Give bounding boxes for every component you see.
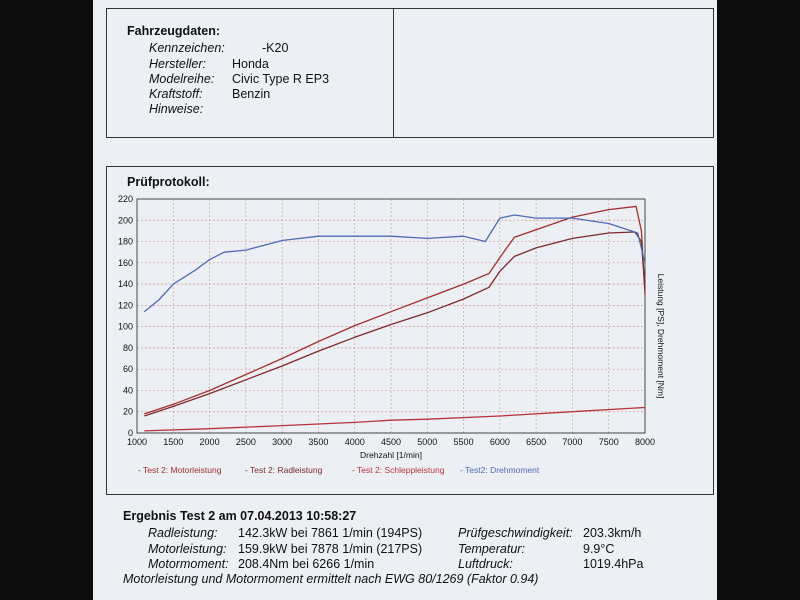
y-axis-label: Leistung [PS], Drehmoment [Nm] [656,274,666,399]
vehicle-data-box [106,8,714,138]
x-tick-label: 4500 [381,437,401,447]
x-tick-label: 2000 [200,437,220,447]
paper-sheet [93,0,717,600]
value-modelreihe: Civic Type R EP3 [232,72,330,86]
vehicle-box-divider [393,9,394,137]
x-tick-label: 2500 [236,437,256,447]
label-kennzeichen: Kennzeichen: [149,41,225,55]
series-line-3 [143,214,646,313]
x-tick-label: 1000 [127,437,147,447]
y-tick-label: 100 [118,322,133,332]
result-luftdruck-value: 1019.4hPa [583,557,644,571]
result-motormoment-value: 208.4Nm bei 6266 1/min [238,557,375,571]
series-line-2 [144,406,646,432]
label-hersteller: Hersteller: [149,57,206,71]
y-tick-label: 140 [118,279,133,289]
value-kennzeichen: -K20 [262,41,289,55]
result-temperatur-label: Temperatur: [458,542,525,556]
test-protocol-title: Prüfprotokoll: [127,175,210,189]
y-tick-label: 180 [118,237,133,247]
test-protocol-box [106,166,714,495]
label-kraftstoff: Kraftstoff: [149,87,203,101]
result-radleistung-value: 142.3kW bei 7861 1/min (194PS) [238,526,423,540]
y-tick-label: 200 [118,215,133,225]
result-footer-note: Motorleistung und Motormoment ermittelt … [123,572,539,586]
result-title: Ergebnis Test 2 am 07.04.2013 10:58:27 [123,509,357,523]
y-tick-label: 220 [118,194,133,204]
y-tick-label: 160 [118,258,133,268]
chart-lines [143,205,646,432]
x-tick-label: 3000 [272,437,292,447]
result-radleistung-label: Radleistung: [148,526,218,540]
result-motormoment-label: Motormoment: [148,557,229,571]
y-tick-label: 20 [123,407,133,417]
x-tick-label: 6000 [490,437,510,447]
y-tick-label: 80 [123,343,133,353]
result-motorleistung-value: 159.9kW bei 7878 1/min (217PS) [238,542,423,556]
value-hersteller: Honda [232,57,269,71]
result-motorleistung-label: Motorleistung: [148,542,227,556]
y-tick-label: 60 [123,364,133,374]
vehicle-data-title: Fahrzeugdaten: [127,24,221,38]
x-tick-label: 7500 [599,437,619,447]
result-temperatur-value: 9.9°C [583,542,615,556]
x-tick-label: 3500 [308,437,328,447]
x-tick-label: 6500 [526,437,546,447]
x-axis-label: Drehzahl [1/min] [360,450,422,460]
label-hinweise: Hinweise: [149,102,204,116]
result-pruefgeschwindigkeit-label: Prüfgeschwindigkeit: [458,526,573,540]
y-tick-label: 40 [123,385,133,395]
chart-ticks: 1000 1500 2000 2500 3000 3500 4000 4500 5000 5500… [118,194,655,447]
series-line-1 [144,231,646,417]
plot-frame [136,198,646,434]
x-tick-label: 1500 [163,437,183,447]
result-pruefgeschwindigkeit-value: 203.3km/h [583,526,642,540]
legend-motorleistung: - Test 2: Motorleistung [138,465,222,475]
legend-drehmoment: - Test2: Drehmoment [460,465,540,475]
x-tick-label: 5500 [454,437,474,447]
x-tick-label: 8000 [635,437,655,447]
label-modelreihe: Modelreihe: [149,72,215,86]
x-tick-label: 5000 [417,437,437,447]
y-tick-label: 0 [128,428,133,438]
result-luftdruck-label: Luftdruck: [458,557,513,571]
legend-radleistung: - Test 2: Radleistung [245,465,323,475]
x-tick-label: 7000 [562,437,582,447]
value-kraftstoff: Benzin [232,87,271,101]
series-line-0 [144,205,646,415]
x-tick-label: 4000 [345,437,365,447]
chart-grid [136,198,646,434]
y-tick-label: 120 [118,300,133,310]
legend-schleppleistung: - Test 2: Schleppleistung [352,465,445,475]
